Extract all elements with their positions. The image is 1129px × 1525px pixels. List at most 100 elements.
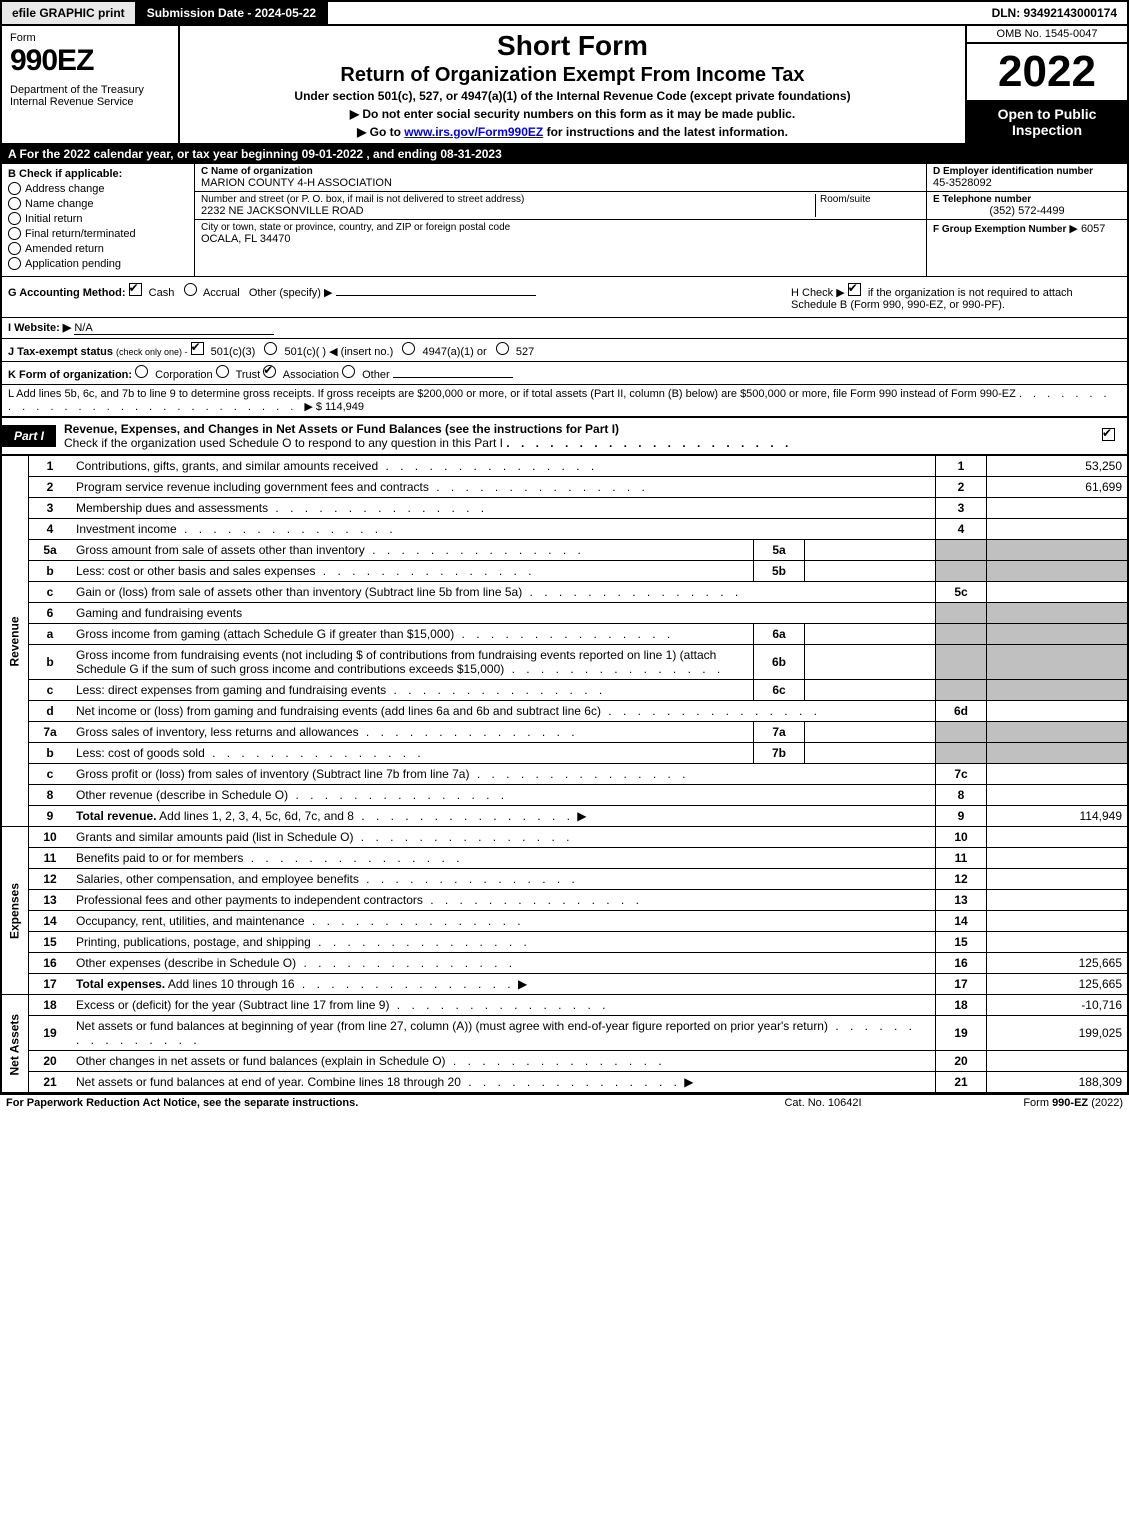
table-row: 21Net assets or fund balances at end of …	[1, 1072, 1128, 1094]
result-value	[987, 764, 1129, 785]
line-description: Excess or (deficit) for the year (Subtra…	[71, 995, 936, 1016]
col-b-item-label: Name change	[25, 198, 94, 210]
line-description: Gross income from gaming (attach Schedul…	[71, 624, 754, 645]
line-description: Gross sales of inventory, less returns a…	[71, 722, 754, 743]
form-number: 990EZ	[10, 44, 170, 78]
table-row: aGross income from gaming (attach Schedu…	[1, 624, 1128, 645]
l-value: $ 114,949	[316, 401, 364, 413]
checkbox-icon[interactable]	[8, 242, 21, 255]
accrual-checkbox[interactable]	[184, 283, 197, 296]
result-line-number: 10	[936, 827, 987, 848]
dots: . . . . . . . . . . . . . . .	[359, 872, 579, 886]
line-description: Gross income from fundraising events (no…	[71, 645, 754, 680]
ein-label: D Employer identification number	[933, 166, 1121, 177]
result-line-number: 17	[936, 974, 987, 995]
line-description: Net assets or fund balances at end of ye…	[71, 1072, 936, 1094]
checkbox-icon[interactable]	[8, 197, 21, 210]
part-1-schedule-o-checkbox[interactable]	[1102, 428, 1115, 441]
goto-line: ▶ Go to www.irs.gov/Form990EZ for instru…	[186, 125, 959, 139]
dots: . . . . . . . . . . . . . . .	[386, 683, 606, 697]
result-line-number	[936, 680, 987, 701]
j-501c3-checkbox[interactable]	[191, 342, 204, 355]
dots: . . . . . . . . . . . . . . .	[295, 977, 515, 991]
table-row: Revenue1Contributions, gifts, grants, an…	[1, 456, 1128, 477]
line-number: b	[29, 743, 72, 764]
line-description: Contributions, gifts, grants, and simila…	[71, 456, 936, 477]
col-b-item: Final return/terminated	[8, 227, 188, 240]
dots: . . . . . . . . . . . . . . .	[76, 1019, 916, 1047]
sub-line-value	[805, 540, 936, 561]
arrow-icon: ▶	[574, 809, 587, 823]
result-line-number: 1	[936, 456, 987, 477]
result-value: -10,716	[987, 995, 1129, 1016]
top-bar: efile GRAPHIC print Submission Date - 20…	[0, 0, 1129, 26]
l-text: L Add lines 5b, 6c, and 7b to line 9 to …	[8, 388, 1016, 400]
result-line-number: 4	[936, 519, 987, 540]
ge-arrow: ▶	[1069, 223, 1077, 235]
result-line-number	[936, 645, 987, 680]
line-description: Grants and similar amounts paid (list in…	[71, 827, 936, 848]
dots: . . . . . . . . . . . . . . .	[353, 830, 573, 844]
goto-link[interactable]: www.irs.gov/Form990EZ	[404, 125, 543, 139]
submission-date-btn[interactable]: Submission Date - 2024-05-22	[137, 2, 328, 24]
k-option-checkbox[interactable]	[342, 365, 355, 378]
table-row: 2Program service revenue including gover…	[1, 477, 1128, 498]
dots: . . . . . . . . . . . . . . .	[205, 746, 425, 760]
line-description: Other changes in net assets or fund bala…	[71, 1051, 936, 1072]
j-opt1: 501(c)(3)	[211, 346, 256, 358]
k-option-checkbox[interactable]	[216, 365, 229, 378]
dots: . . . . . . . . . . . . . . .	[243, 851, 463, 865]
c-name-label: C Name of organization	[201, 166, 313, 177]
sub-line-number: 5b	[754, 561, 805, 582]
line-number: c	[29, 764, 72, 785]
sub-line-value	[805, 680, 936, 701]
line-number: 11	[29, 848, 72, 869]
result-value	[987, 911, 1129, 932]
result-line-number: 5c	[936, 582, 987, 603]
line-number: c	[29, 582, 72, 603]
efile-print-btn[interactable]: efile GRAPHIC print	[2, 2, 137, 24]
j-4947-checkbox[interactable]	[402, 342, 415, 355]
result-line-number: 19	[936, 1016, 987, 1051]
k-option-checkbox[interactable]	[263, 365, 276, 378]
checkbox-icon[interactable]	[8, 227, 21, 240]
j-label: J Tax-exempt status	[8, 346, 113, 358]
result-line-number: 8	[936, 785, 987, 806]
line-i: I Website: ▶ N/A	[0, 317, 1129, 338]
table-row: 11Benefits paid to or for members . . . …	[1, 848, 1128, 869]
k-option-checkbox[interactable]	[135, 365, 148, 378]
line-description: Less: cost or other basis and sales expe…	[71, 561, 754, 582]
result-line-number: 7c	[936, 764, 987, 785]
line-number: 21	[29, 1072, 72, 1094]
cash-checkbox[interactable]	[129, 283, 142, 296]
ein-value: 45-3528092	[933, 177, 1121, 189]
street-value: 2232 NE JACKSONVILLE ROAD	[201, 205, 815, 217]
line-number: 4	[29, 519, 72, 540]
other-specify-input[interactable]	[336, 295, 536, 296]
result-line-number	[936, 743, 987, 764]
result-line-number: 14	[936, 911, 987, 932]
h-checkbox[interactable]	[848, 283, 861, 296]
checkbox-icon[interactable]	[8, 212, 21, 225]
k-option-label: Trust	[236, 369, 264, 381]
j-501c-checkbox[interactable]	[264, 342, 277, 355]
k-other-input[interactable]	[393, 377, 513, 378]
part-1-badge: Part I	[2, 425, 56, 447]
line-description: Gaming and fundraising events	[71, 603, 936, 624]
footer-right: Form 990-EZ (2022)	[923, 1097, 1123, 1109]
result-value	[987, 932, 1129, 953]
table-row: dNet income or (loss) from gaming and fu…	[1, 701, 1128, 722]
col-b-item-label: Amended return	[25, 243, 104, 255]
dots: . . . . . . . . . . . . . . .	[288, 788, 508, 802]
result-value: 61,699	[987, 477, 1129, 498]
line-number: b	[29, 645, 72, 680]
checkbox-icon[interactable]	[8, 257, 21, 270]
line-description: Gross amount from sale of assets other t…	[71, 540, 754, 561]
line-description: Gross profit or (loss) from sales of inv…	[71, 764, 936, 785]
footer-right-pre: Form	[1023, 1097, 1052, 1109]
result-line-number: 18	[936, 995, 987, 1016]
dots: . . . . . . . . . . . . . . .	[522, 585, 742, 599]
j-527-checkbox[interactable]	[496, 342, 509, 355]
line-description: Total expenses. Add lines 10 through 16 …	[71, 974, 936, 995]
checkbox-icon[interactable]	[8, 182, 21, 195]
